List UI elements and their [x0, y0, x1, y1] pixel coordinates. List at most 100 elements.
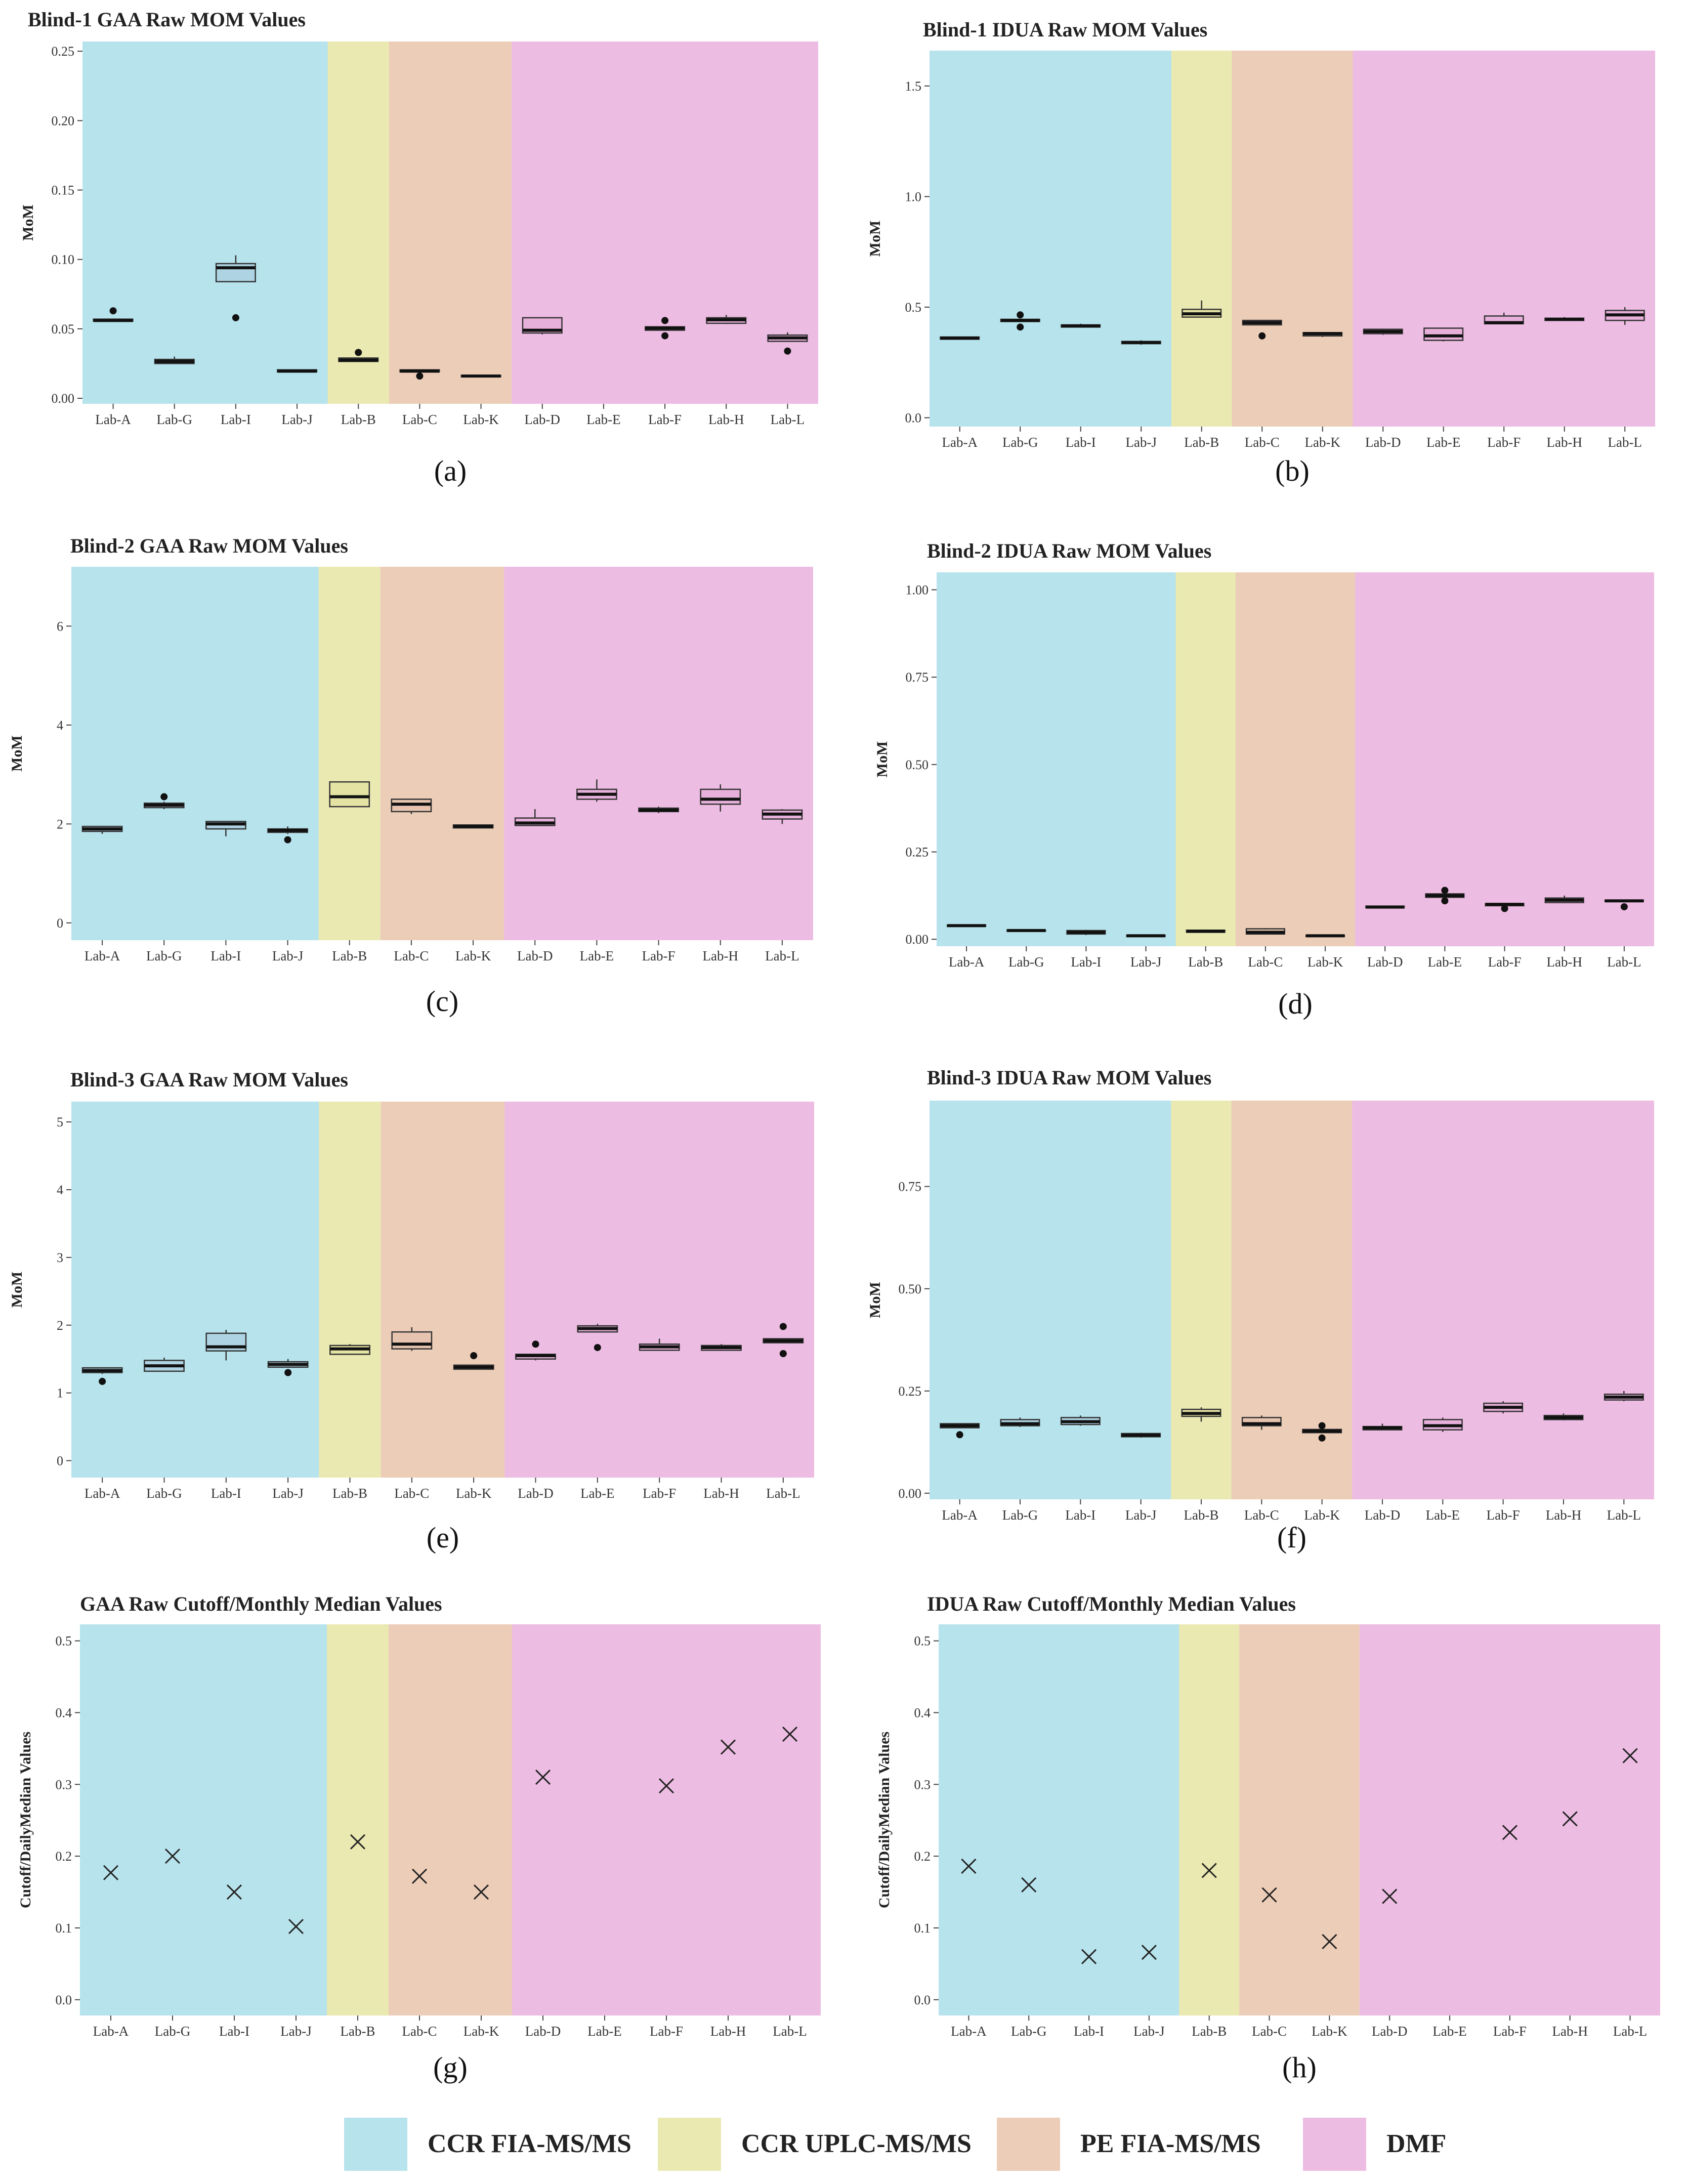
point-lab-c	[1261, 1887, 1277, 1903]
group-band	[930, 1101, 1171, 1499]
x-tick-label: Lab-J	[281, 412, 312, 427]
x-tick-label: Lab-A	[95, 412, 131, 427]
x-tick-label: Lab-G	[1002, 435, 1038, 450]
x-tick-label: Lab-D	[1365, 435, 1401, 450]
x-tick-label: Lab-C	[394, 948, 429, 963]
outlier-point	[1017, 311, 1024, 319]
group-band	[71, 1102, 319, 1478]
x-tick-label: Lab-J	[280, 2024, 311, 2039]
chart-title: Blind-3 IDUA Raw MOM Values	[927, 1066, 1211, 1089]
x-tick-label: Lab-K	[1312, 2024, 1347, 2039]
legend: CCR FIA-MS/MS CCR UPLC-MS/MS PE FIA-MS/M…	[344, 2118, 1457, 2171]
group-band	[1353, 51, 1655, 427]
group-band	[1359, 1624, 1660, 2015]
box-lab-k	[460, 374, 501, 378]
box-lab-j	[1121, 1433, 1161, 1438]
box-lab-f	[1485, 903, 1525, 912]
chart-title: Blind-3 GAA Raw MOM Values	[70, 1068, 348, 1091]
box-lab-d	[1365, 905, 1405, 909]
box-lab-f	[645, 317, 686, 340]
y-tick-label: 0.75	[899, 1180, 922, 1194]
point-lab-j	[288, 1919, 304, 1935]
legend-label: CCR FIA-MS/MS	[428, 2129, 631, 2158]
outlier-point	[594, 1343, 601, 1351]
box-lab-h	[700, 784, 741, 812]
x-tick-label: Lab-E	[1428, 954, 1462, 970]
y-tick-label: 3	[57, 1250, 63, 1265]
box-lab-b	[1181, 300, 1222, 318]
panel-caption: (e)	[427, 1521, 459, 1554]
box-lab-h	[1544, 317, 1585, 321]
y-tick-label: 0.05	[52, 322, 75, 337]
x-marker-stroke	[1322, 1934, 1337, 1949]
y-tick-label: 4	[57, 1183, 63, 1197]
box-lab-f	[638, 807, 679, 813]
x-tick-label: Lab-B	[1184, 1507, 1219, 1523]
outlier-point	[1441, 887, 1449, 894]
y-tick-label: 4	[57, 718, 63, 733]
x-tick-label: Lab-J	[1130, 954, 1161, 970]
y-tick-label: 1.0	[905, 189, 922, 204]
x-tick-label: Lab-J	[1133, 2024, 1164, 2039]
chart-title: Blind-2 IDUA Raw MOM Values	[927, 539, 1211, 562]
point-lab-c	[411, 1868, 428, 1884]
point-lab-g	[164, 1849, 181, 1864]
x-tick-label: Lab-A	[951, 2024, 987, 2039]
outlier-point	[1017, 323, 1024, 331]
x-tick-label: Lab-D	[525, 412, 560, 427]
group-band	[1231, 1101, 1353, 1499]
box-lab-g	[1000, 311, 1040, 331]
x-tick-label: Lab-A	[949, 954, 985, 970]
x-marker-stroke	[103, 1865, 119, 1880]
box-lab-f	[1484, 312, 1524, 325]
box-lab-b	[1181, 1407, 1221, 1422]
x-tick-label: Lab-G	[157, 412, 192, 427]
x-tick-label: Lab-D	[517, 948, 553, 963]
x-tick-label: Lab-A	[942, 1507, 978, 1523]
x-tick-label: Lab-I	[1065, 1507, 1095, 1523]
y-axis-label: Cutoff/DailyMedian Values	[17, 1732, 34, 1908]
x-tick-label: Lab-F	[650, 2024, 683, 2039]
box-body	[700, 788, 741, 805]
group-band	[80, 1624, 327, 2015]
y-tick-label: 0.5	[56, 1634, 72, 1649]
chart-panel-f: 0.00 0.25 0.50 0.75 Lab-A Lab-G Lab-I Lab-J Lab-…	[867, 1066, 1654, 1554]
x-tick-label: Lab-H	[1547, 435, 1582, 450]
point-lab-f	[1502, 1825, 1517, 1840]
y-tick-label: 0.50	[899, 1282, 922, 1296]
y-tick-label: 0.2	[914, 1849, 931, 1864]
y-tick-label: 0.3	[56, 1777, 72, 1792]
box-lab-l	[767, 332, 808, 355]
chart-panel-h: 0.0 0.1 0.2 0.3 0.4 0.5 Lab-A Lab-G Lab-I Lab-J La…	[876, 1592, 1660, 2084]
x-tick-label: Lab-H	[703, 1486, 739, 1501]
box-lab-c	[399, 369, 440, 380]
x-tick-label: Lab-A	[85, 1486, 120, 1501]
point-lab-i	[226, 1884, 242, 1900]
outlier-point	[284, 1369, 292, 1376]
x-tick-label: Lab-E	[1426, 1507, 1460, 1523]
outlier-point	[779, 1323, 787, 1330]
x-tick-label: Lab-J	[1125, 1507, 1156, 1523]
x-tick-label: Lab-A	[85, 948, 120, 963]
x-marker-stroke	[1081, 1949, 1097, 1964]
chart-panel-c: 0 2 4 6 Lab-A Lab-G Lab-I Lab-J Lab-B Lab-C Lab-K L…	[9, 534, 813, 1018]
box-lab-l	[1605, 307, 1645, 325]
x-tick-label: Lab-I	[211, 1486, 241, 1501]
chart-panel-d: 0.00 0.25 0.50 0.75 1.00 Lab-A Lab-G Lab-I Lab-J…	[874, 539, 1654, 1020]
box-body	[391, 1331, 433, 1350]
y-axis-label: Cutoff/DailyMedian Values	[876, 1732, 893, 1908]
box-lab-h	[701, 1344, 742, 1351]
outlier-point	[661, 317, 669, 324]
y-tick-label: 1.5	[905, 79, 922, 94]
x-marker-stroke	[535, 1770, 551, 1785]
x-tick-label: Lab-L	[1608, 435, 1642, 450]
box-lab-g	[1006, 929, 1046, 932]
x-tick-label: Lab-I	[221, 412, 251, 427]
box-lab-f	[1483, 1401, 1524, 1414]
outlier-point	[470, 1352, 478, 1360]
outlier-point	[355, 349, 362, 356]
group-band	[319, 1102, 381, 1478]
point-lab-a	[103, 1865, 119, 1880]
x-tick-label: Lab-E	[580, 948, 614, 963]
chart-title: Blind-2 GAA Raw MOM Values	[70, 534, 348, 557]
